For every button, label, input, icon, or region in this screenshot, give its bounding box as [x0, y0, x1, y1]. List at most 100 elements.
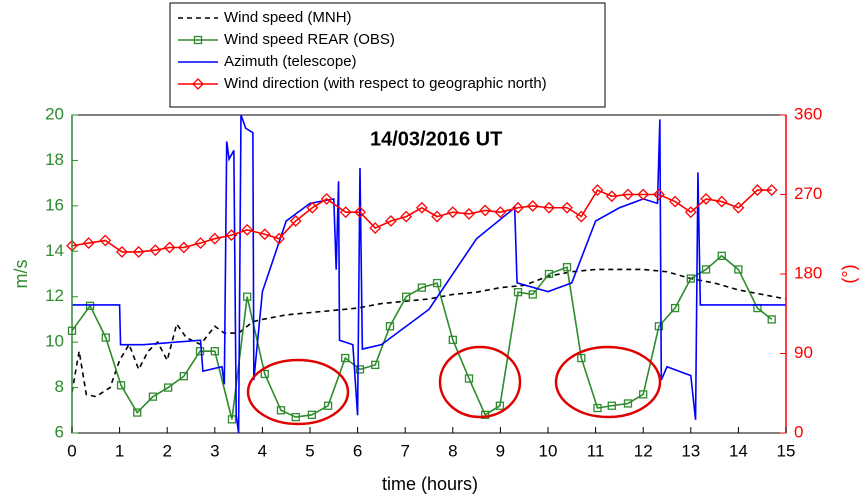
marker: [164, 383, 173, 392]
marker: [273, 232, 285, 245]
x-tick-label: 14: [729, 441, 748, 460]
y-tick-label: 8: [55, 377, 64, 396]
marker: [99, 234, 112, 247]
marker: [82, 237, 95, 250]
y2-tick-label: 270: [794, 184, 822, 203]
marker: [371, 360, 380, 370]
marker: [607, 401, 616, 410]
marker: [528, 290, 537, 299]
x-tick-label: 11: [587, 441, 605, 460]
marker: [163, 241, 176, 254]
legend-label: Wind speed (MNH): [224, 9, 352, 26]
marker: [669, 195, 682, 208]
marker: [177, 241, 190, 254]
marker: [543, 201, 555, 214]
marker: [751, 184, 764, 197]
marker: [241, 223, 254, 236]
y-tick-label: 16: [45, 195, 64, 214]
marker: [194, 237, 207, 250]
marker: [623, 399, 633, 408]
marker: [686, 274, 695, 283]
marker: [700, 192, 712, 205]
marker: [495, 401, 505, 410]
y2-axis-label: (°): [839, 264, 859, 283]
marker: [210, 347, 219, 356]
marker: [116, 381, 126, 390]
marker: [431, 210, 444, 223]
marker: [544, 269, 554, 279]
marker: [369, 222, 382, 234]
legend: [169, 2, 606, 108]
legend-label: Azimuth (telescope): [224, 53, 357, 70]
marker: [101, 333, 110, 342]
marker: [448, 335, 457, 345]
x-tick-label: 3: [210, 441, 219, 460]
marker: [132, 245, 145, 258]
highlight-ellipse: [554, 345, 662, 419]
x-tick-label: 10: [539, 441, 558, 460]
marker: [684, 206, 697, 219]
marker: [276, 406, 286, 415]
marker: [148, 392, 158, 401]
y-axis-label: m/s: [11, 260, 31, 289]
series-line: [71, 189, 772, 253]
marker: [513, 288, 523, 297]
marker: [593, 403, 602, 413]
marker: [402, 292, 411, 301]
marker: [715, 195, 728, 208]
marker: [494, 206, 507, 219]
marker: [133, 408, 142, 417]
marker: [701, 265, 711, 274]
y2-tick-label: 360: [794, 104, 822, 123]
legend-label: Wind direction (with respect to geograph…: [224, 75, 547, 92]
marker: [320, 192, 333, 205]
highlight-ellipse: [438, 345, 522, 419]
marker: [481, 410, 490, 419]
marker: [734, 265, 743, 274]
marks: [66, 114, 787, 434]
marker: [385, 322, 395, 331]
marker: [605, 190, 618, 203]
x-tick-label: 9: [496, 441, 505, 460]
marker: [400, 210, 413, 223]
marker: [639, 390, 648, 399]
marker: [670, 303, 680, 313]
marker: [765, 184, 778, 197]
marker: [225, 229, 238, 242]
marker: [577, 353, 586, 363]
x-tick-label: 7: [400, 441, 409, 460]
marker: [192, 78, 204, 90]
annotation: 14/03/2016 UT: [370, 128, 502, 150]
marker: [562, 263, 572, 272]
marker: [193, 35, 203, 45]
y-tick-label: 14: [45, 241, 64, 260]
marker: [654, 322, 664, 331]
x-tick-label: 13: [681, 441, 700, 460]
marker: [652, 188, 665, 201]
marker: [260, 369, 269, 379]
marker: [446, 206, 459, 219]
marker: [479, 204, 492, 217]
marker: [355, 365, 365, 374]
x-tick-label: 15: [777, 441, 796, 460]
x-tick-label: 12: [634, 441, 653, 460]
marker: [717, 251, 726, 260]
marker: [732, 201, 745, 214]
y-tick-label: 12: [45, 286, 64, 305]
marker: [591, 184, 604, 197]
marker: [149, 244, 162, 257]
x-axis-label: time (hours): [382, 474, 478, 494]
marker: [354, 206, 366, 219]
marker: [417, 283, 427, 292]
x-tick-label: 0: [67, 441, 76, 460]
marker: [767, 315, 776, 324]
y2-tick-label: 180: [794, 263, 822, 282]
marker: [116, 245, 128, 258]
legend-entries: Wind speed (MNH) Wind speed REAR (OBS) Azi…: [178, 9, 547, 92]
y2-tick-label: 0: [794, 422, 803, 441]
plot-frame: [71, 114, 787, 434]
marker: [195, 347, 205, 356]
marker: [464, 374, 474, 383]
marker: [307, 410, 317, 419]
